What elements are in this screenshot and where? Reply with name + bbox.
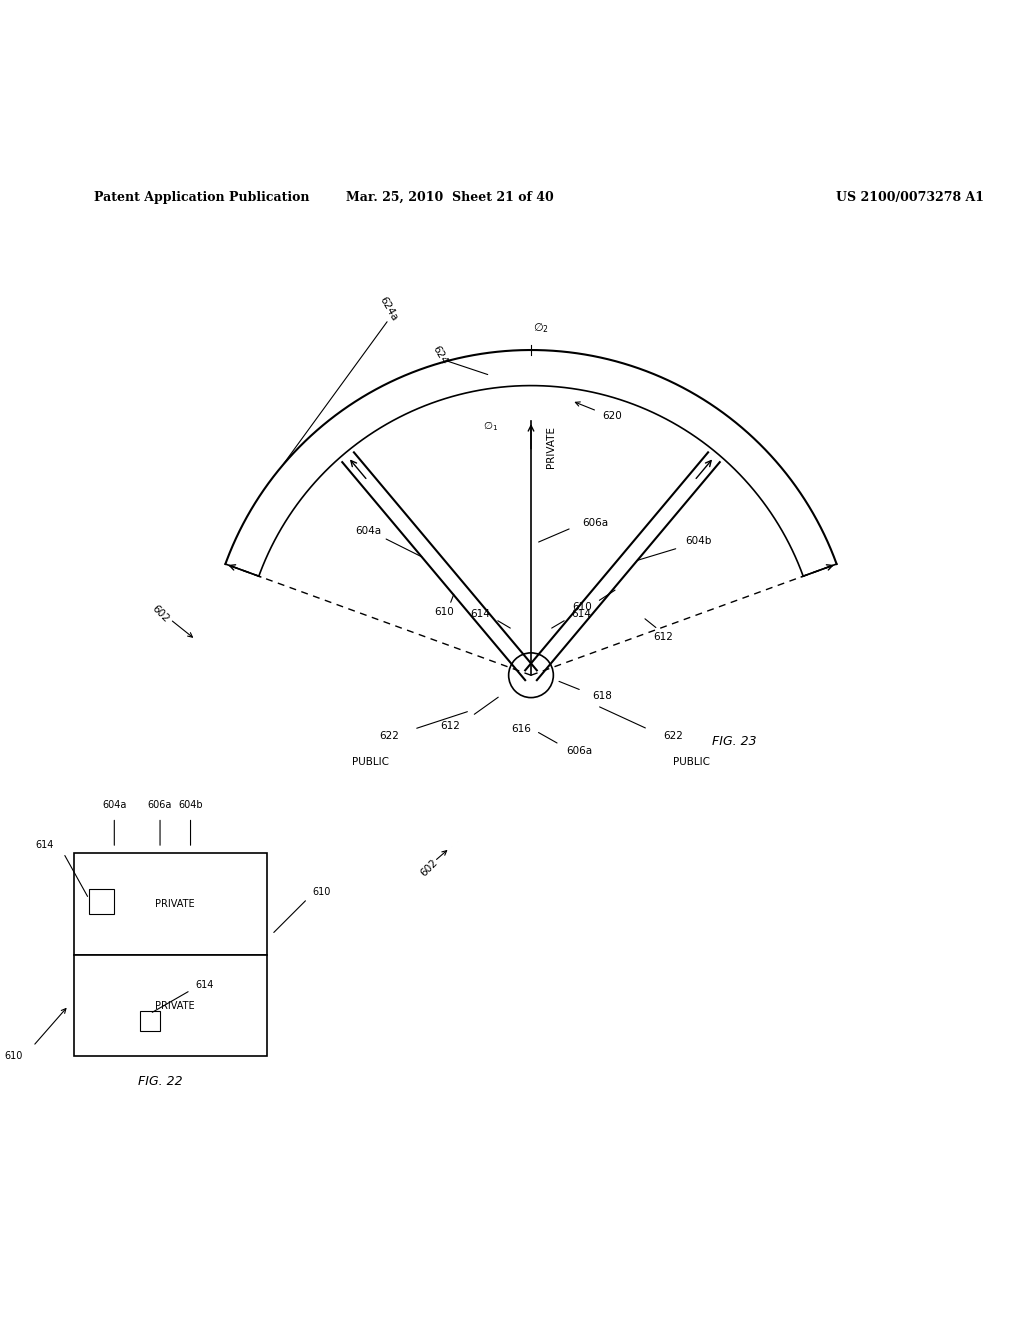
Text: 604b: 604b (685, 536, 712, 546)
Text: PRIVATE: PRIVATE (156, 1001, 196, 1011)
Text: Mar. 25, 2010  Sheet 21 of 40: Mar. 25, 2010 Sheet 21 of 40 (346, 191, 554, 205)
Text: 610: 610 (572, 602, 592, 612)
Text: 624a: 624a (378, 296, 399, 323)
Text: 614: 614 (571, 610, 592, 619)
Text: 612: 612 (653, 632, 673, 643)
Text: $\varnothing_1$: $\varnothing_1$ (482, 420, 498, 433)
Bar (89, 888, 115, 913)
Text: 602: 602 (150, 603, 171, 624)
Text: PUBLIC: PUBLIC (674, 756, 711, 767)
Text: Patent Application Publication: Patent Application Publication (94, 191, 309, 205)
Text: 604b: 604b (178, 800, 203, 810)
Text: 614: 614 (35, 840, 53, 850)
Text: 604a: 604a (355, 525, 382, 536)
Text: PUBLIC: PUBLIC (351, 756, 389, 767)
Text: 618: 618 (592, 690, 612, 701)
Text: 606a: 606a (582, 517, 608, 528)
Text: FIG. 23: FIG. 23 (712, 735, 757, 748)
Text: 614: 614 (196, 981, 214, 990)
Text: PRIVATE: PRIVATE (547, 425, 556, 467)
Text: 606a: 606a (566, 747, 593, 756)
Text: 620: 620 (602, 411, 622, 421)
Text: 610: 610 (312, 887, 331, 896)
Text: 610: 610 (435, 607, 455, 616)
Bar (139, 1011, 160, 1031)
Text: 610: 610 (4, 1051, 23, 1061)
Text: $\varnothing_2$: $\varnothing_2$ (534, 321, 549, 335)
Text: 622: 622 (379, 731, 399, 742)
Text: 602: 602 (419, 858, 440, 879)
Text: 616: 616 (511, 725, 530, 734)
Text: PRIVATE: PRIVATE (156, 899, 196, 909)
Text: FIG. 22: FIG. 22 (137, 1076, 182, 1088)
Text: 612: 612 (440, 721, 460, 731)
Text: 606a: 606a (147, 800, 172, 810)
Text: US 2100/0073278 A1: US 2100/0073278 A1 (836, 191, 984, 205)
Bar (74, 954, 267, 1056)
Bar (74, 853, 267, 954)
Text: 614: 614 (470, 610, 490, 619)
Text: 622: 622 (664, 731, 683, 742)
Text: 624: 624 (430, 345, 449, 366)
Text: 604a: 604a (102, 800, 127, 810)
